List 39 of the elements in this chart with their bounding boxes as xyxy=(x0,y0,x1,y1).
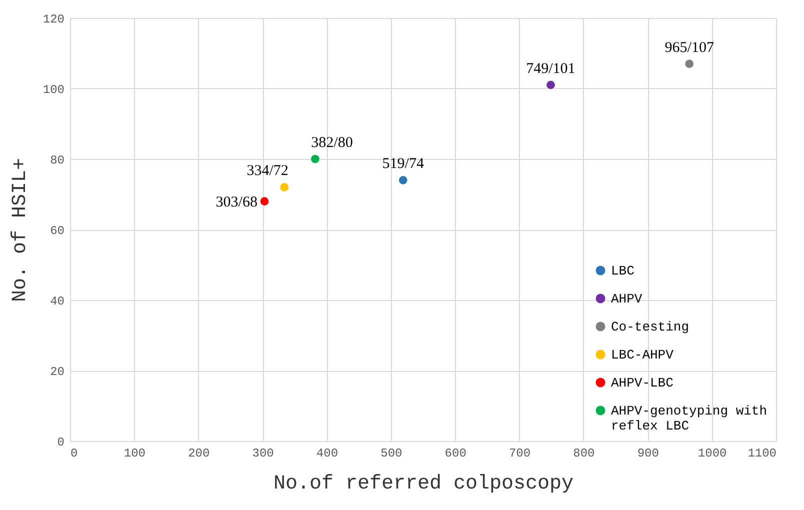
legend-label: LBC xyxy=(611,264,635,278)
y-axis-title: No. of HSIL+ xyxy=(8,158,32,302)
x-tick-label: 200 xyxy=(188,446,210,460)
y-tick-label: 20 xyxy=(50,365,64,379)
x-tick-label: 300 xyxy=(252,446,274,460)
legend-label: AHPV xyxy=(611,292,642,306)
legend-label: Co-testing xyxy=(611,320,690,334)
x-tick-label: 100 xyxy=(124,446,146,460)
point xyxy=(280,183,289,192)
x-tick-label: 700 xyxy=(508,446,531,460)
annotation: 749/101 xyxy=(526,60,576,77)
point xyxy=(310,154,320,164)
x-tick-label: 1000 xyxy=(698,446,727,460)
x-tick-label: 1100 xyxy=(748,446,776,460)
point xyxy=(260,197,269,206)
annotation: 382/80 xyxy=(311,135,353,151)
x-tick-label: 600 xyxy=(444,446,466,460)
annotation: 519/74 xyxy=(382,156,424,172)
y-tick-label: 120 xyxy=(42,12,64,26)
annotation: 965/107 xyxy=(664,40,714,56)
legend-label: AHPV-LBC xyxy=(611,376,674,390)
x-tick-label: 400 xyxy=(316,446,338,460)
point xyxy=(546,80,555,90)
x-tick-label: 900 xyxy=(637,446,659,460)
y-tick-label: 60 xyxy=(50,224,64,238)
x-tick-label: 800 xyxy=(573,446,595,460)
annotation: 303/68 xyxy=(216,194,258,210)
x-axis-title: No.of referred colposcopy xyxy=(273,472,574,496)
y-tick-label: 0 xyxy=(57,436,64,450)
y-tick-label: 80 xyxy=(50,154,64,168)
legend-label: LBC-AHPV xyxy=(611,348,674,362)
legend-label: AHPV-genotyping with reflex LBC xyxy=(611,404,768,434)
x-tick-label: 500 xyxy=(380,446,402,460)
y-tick-label: 100 xyxy=(42,83,64,97)
point xyxy=(398,176,408,184)
y-tick-label: 40 xyxy=(50,294,64,308)
point xyxy=(685,60,694,68)
annotation: 334/72 xyxy=(246,163,288,180)
x-tick-label: 0 xyxy=(70,446,78,460)
